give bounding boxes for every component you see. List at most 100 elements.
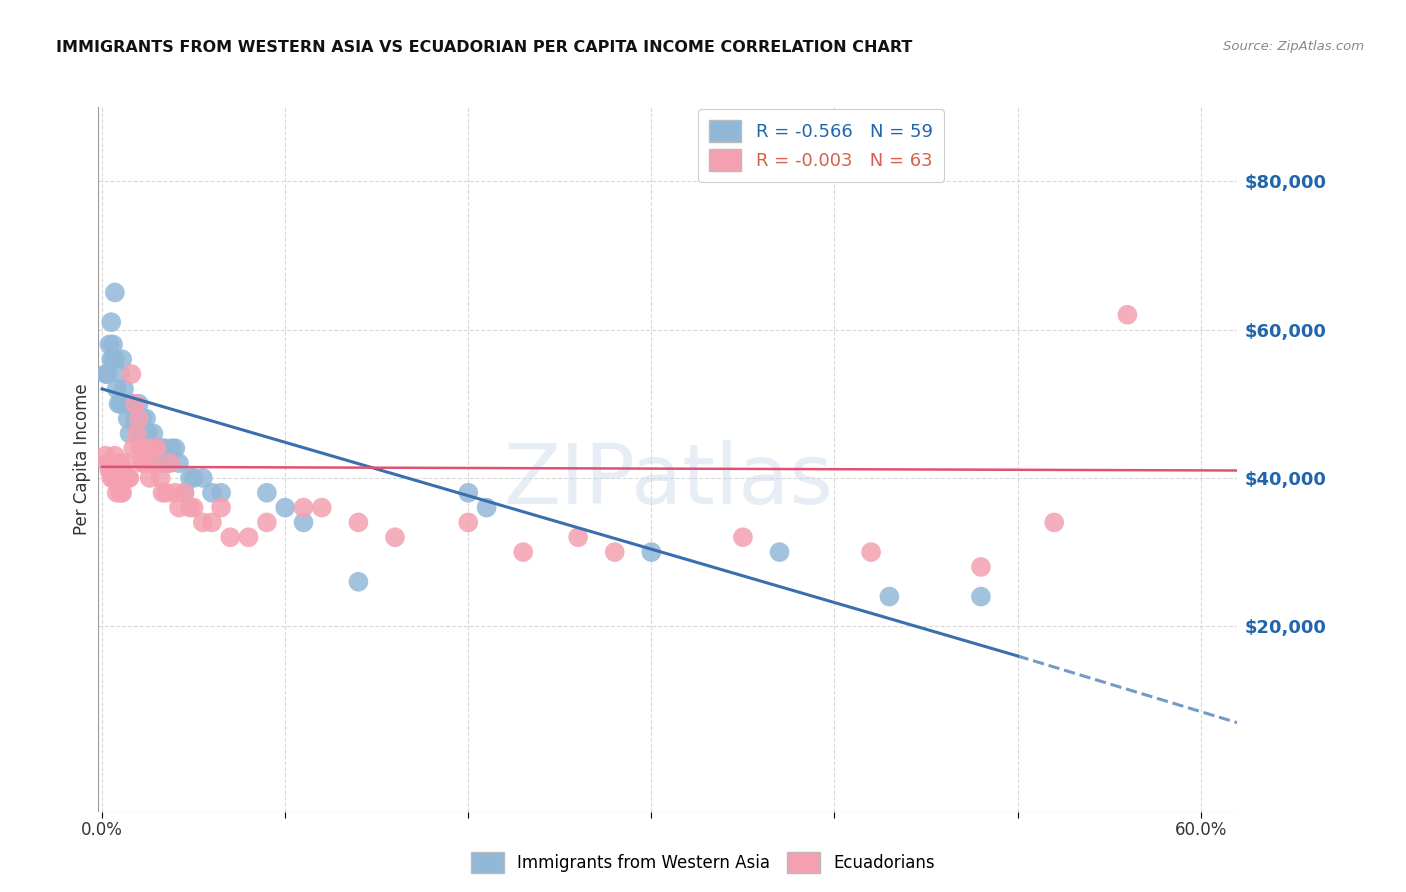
Point	[173, 485, 195, 500]
Point	[142, 442, 165, 456]
Point	[191, 516, 214, 530]
Point	[292, 516, 315, 530]
Point	[111, 485, 134, 500]
Point	[118, 426, 141, 441]
Point	[457, 516, 479, 530]
Point	[160, 442, 183, 456]
Point	[117, 411, 139, 425]
Point	[124, 397, 146, 411]
Point	[256, 485, 278, 500]
Point	[153, 442, 176, 456]
Point	[274, 500, 297, 515]
Point	[105, 456, 128, 470]
Point	[143, 442, 166, 456]
Point	[191, 471, 214, 485]
Point	[111, 463, 134, 477]
Point	[115, 456, 138, 470]
Point	[135, 411, 157, 425]
Point	[970, 590, 993, 604]
Point	[118, 471, 141, 485]
Point	[475, 500, 498, 515]
Point	[159, 456, 181, 470]
Point	[1043, 516, 1066, 530]
Point	[105, 382, 128, 396]
Point	[115, 397, 138, 411]
Point	[292, 500, 315, 515]
Point	[112, 382, 135, 396]
Point	[183, 471, 205, 485]
Point	[101, 471, 124, 485]
Point	[134, 426, 156, 441]
Point	[152, 485, 174, 500]
Point	[112, 397, 135, 411]
Point	[138, 442, 160, 456]
Point	[94, 367, 117, 381]
Point	[179, 500, 201, 515]
Point	[101, 463, 124, 477]
Point	[110, 397, 132, 411]
Point	[128, 397, 150, 411]
Point	[167, 500, 190, 515]
Text: IMMIGRANTS FROM WESTERN ASIA VS ECUADORIAN PER CAPITA INCOME CORRELATION CHART: IMMIGRANTS FROM WESTERN ASIA VS ECUADORI…	[56, 40, 912, 55]
Point	[129, 442, 152, 456]
Point	[125, 411, 148, 425]
Point	[97, 367, 120, 381]
Point	[149, 471, 172, 485]
Point	[107, 397, 129, 411]
Point	[149, 456, 172, 470]
Point	[131, 411, 153, 425]
Point	[183, 500, 205, 515]
Point	[100, 471, 122, 485]
Point	[165, 485, 187, 500]
Point	[155, 456, 177, 470]
Point	[138, 471, 160, 485]
Point	[148, 442, 170, 456]
Point	[512, 545, 534, 559]
Point	[110, 485, 132, 500]
Point	[100, 352, 122, 367]
Point	[142, 426, 165, 441]
Point	[94, 449, 117, 463]
Point	[146, 442, 169, 456]
Point	[136, 426, 159, 441]
Legend: Immigrants from Western Asia, Ecuadorians: Immigrants from Western Asia, Ecuadorian…	[464, 846, 942, 880]
Point	[238, 530, 260, 544]
Point	[124, 411, 146, 425]
Point	[98, 463, 121, 477]
Point	[457, 485, 479, 500]
Point	[179, 471, 201, 485]
Point	[256, 516, 278, 530]
Text: Source: ZipAtlas.com: Source: ZipAtlas.com	[1223, 40, 1364, 54]
Point	[101, 352, 124, 367]
Point	[105, 485, 128, 500]
Point	[101, 337, 124, 351]
Point	[98, 337, 121, 351]
Point	[209, 485, 232, 500]
Point	[603, 545, 626, 559]
Point	[122, 397, 145, 411]
Point	[112, 471, 135, 485]
Point	[167, 456, 190, 470]
Point	[120, 367, 142, 381]
Point	[128, 411, 150, 425]
Point	[201, 516, 224, 530]
Point	[122, 442, 145, 456]
Point	[125, 426, 148, 441]
Point	[100, 315, 122, 329]
Text: ZIPatlas: ZIPatlas	[503, 440, 832, 521]
Point	[111, 352, 134, 367]
Point	[1116, 308, 1139, 322]
Point	[100, 463, 122, 477]
Legend: R = -0.566   N = 59, R = -0.003   N = 63: R = -0.566 N = 59, R = -0.003 N = 63	[697, 109, 943, 182]
Point	[879, 590, 901, 604]
Point	[117, 471, 139, 485]
Point	[156, 456, 179, 470]
Point	[347, 516, 370, 530]
Point	[173, 485, 195, 500]
Point	[384, 530, 406, 544]
Point	[131, 456, 153, 470]
Point	[104, 352, 127, 367]
Point	[107, 478, 129, 492]
Point	[107, 471, 129, 485]
Point	[209, 500, 232, 515]
